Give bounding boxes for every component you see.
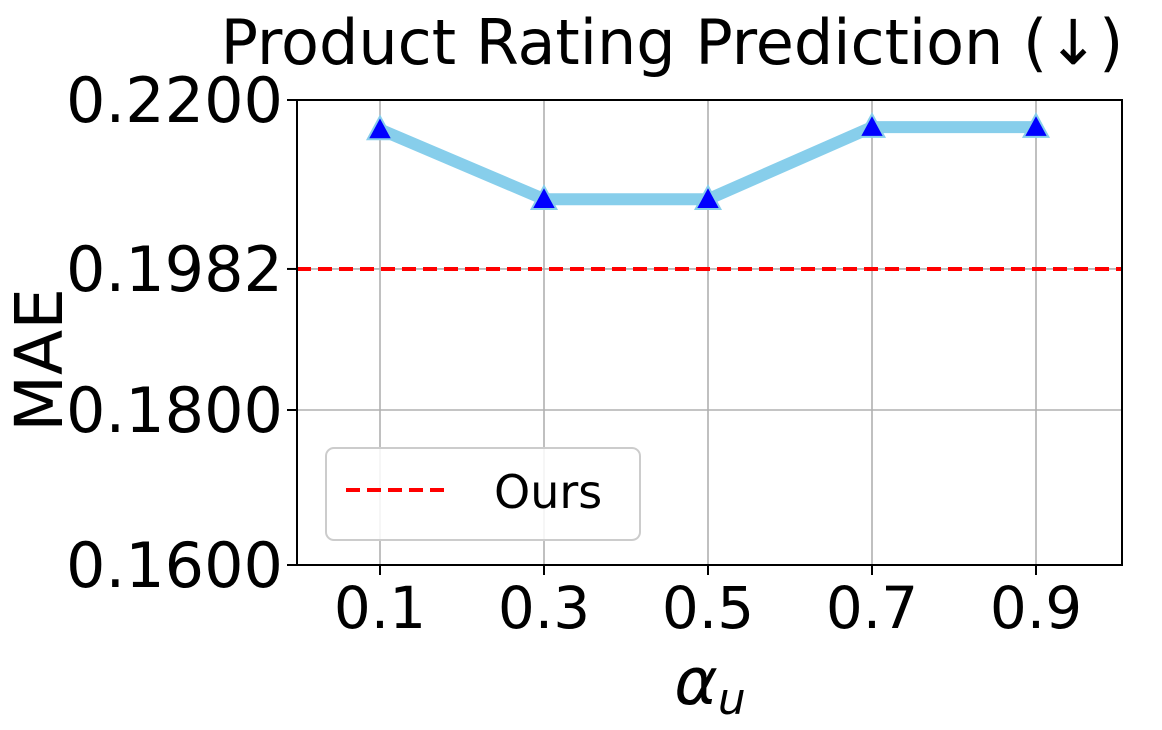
- x-tick-label: 0.9: [990, 574, 1082, 642]
- y-tick-label: 0.2200: [66, 64, 283, 137]
- y-tick-label: 0.1600: [66, 529, 283, 602]
- x-axis-label-symbol: α: [674, 643, 718, 720]
- x-tick-label: 0.3: [498, 574, 590, 642]
- y-axis-label: MAE: [1, 288, 78, 432]
- data-point-marker: [529, 184, 559, 210]
- plot-frame: [296, 99, 1123, 566]
- legend: Ours: [325, 447, 641, 541]
- y-tick-label: 0.1800: [66, 374, 283, 447]
- y-tick-label: 0.1982: [66, 233, 283, 306]
- x-tick-label: 0.7: [826, 574, 918, 642]
- legend-label-ours: Ours: [494, 465, 602, 519]
- data-point-marker: [1021, 112, 1051, 138]
- x-axis-ticks: 0.1 0.3 0.5 0.7 0.9: [334, 565, 1082, 642]
- x-tick-label: 0.5: [662, 574, 754, 642]
- data-point-marker: [857, 112, 887, 138]
- x-axis-label-subscript: u: [718, 674, 746, 725]
- x-tick-label: 0.1: [334, 574, 426, 642]
- chart-title: Product Rating Prediction (↓): [221, 6, 1124, 79]
- data-series: [365, 112, 1051, 210]
- x-axis-label: αu: [674, 643, 745, 725]
- data-point-marker: [365, 114, 395, 141]
- data-point-marker: [693, 184, 723, 210]
- legend-box: [325, 447, 641, 541]
- y-axis-ticks: 0.1600 0.1800 0.1982 0.2200: [66, 64, 297, 602]
